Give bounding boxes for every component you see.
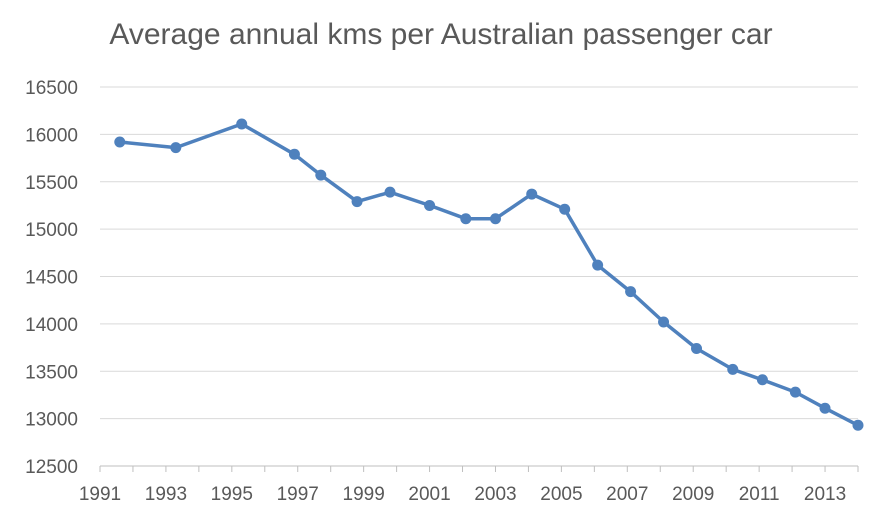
y-tick-label-16500: 16500 [25,78,78,99]
x-tick-label-1999: 1999 [343,484,385,505]
data-point-14 [658,316,670,328]
y-tick-label-16000: 16000 [25,125,78,146]
x-tick-label-1993: 1993 [145,484,187,505]
series-line-0 [118,122,860,428]
x-tick-label-2003: 2003 [474,484,516,505]
y-tick-label-12500: 12500 [25,457,78,478]
data-point-0 [114,136,126,148]
y-tick-label-14000: 14000 [25,315,78,336]
data-point-15 [691,343,703,355]
data-point-20 [852,419,864,431]
y-tick-label-14500: 14500 [25,268,78,289]
data-point-10 [526,188,538,200]
data-point-6 [384,186,396,198]
x-tick-label-2013: 2013 [804,484,846,505]
x-tick-label-1991: 1991 [79,484,121,505]
x-tick-label-2011: 2011 [739,484,780,505]
data-point-12 [592,259,604,271]
x-tick-label-2009: 2009 [672,484,714,505]
data-point-9 [489,213,501,225]
y-tick-label-13500: 13500 [25,362,78,383]
x-tick-label-2001: 2001 [408,484,450,505]
y-tick-label-15000: 15000 [25,220,78,241]
data-point-17 [756,374,768,386]
chart-title: Average annual kms per Australian passen… [109,18,773,51]
data-point-8 [460,213,472,225]
data-point-2 [236,118,248,130]
data-point-3 [288,148,300,160]
data-point-18 [789,386,801,398]
data-point-4 [315,169,327,181]
y-tick-label-13000: 13000 [25,410,78,431]
x-tick-label-1997: 1997 [277,484,319,505]
data-point-11 [559,203,571,215]
data-point-5 [351,196,363,208]
data-point-19 [819,402,831,414]
data-point-13 [625,286,637,298]
data-point-1 [170,142,182,154]
y-tick-label-15500: 15500 [25,173,78,194]
x-tick-label-2007: 2007 [606,484,648,505]
x-tick-label-2005: 2005 [540,484,582,505]
data-point-16 [727,363,739,375]
data-point-7 [424,199,436,211]
x-tick-label-1995: 1995 [211,484,253,505]
